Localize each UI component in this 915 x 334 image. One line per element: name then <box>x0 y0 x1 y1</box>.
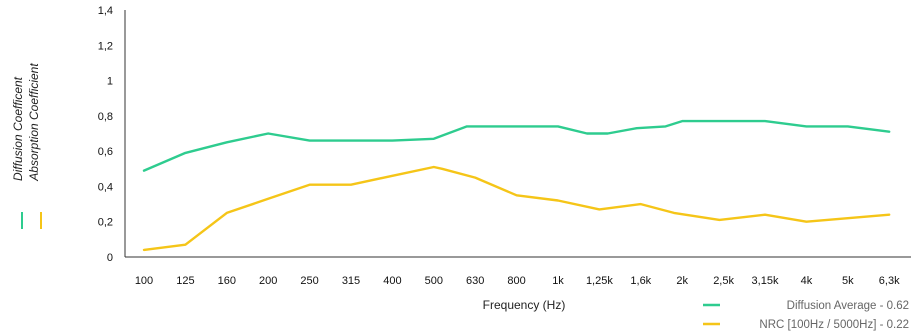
legend: Diffusion Average - 0.62 NRC [100Hz / 500… <box>703 300 909 331</box>
diffusion-average-line <box>142 119 891 172</box>
x-tick-label: 6,3k <box>879 275 900 287</box>
y-tick-label: 0,2 <box>98 217 113 229</box>
x-tick-label: 800 <box>507 275 525 287</box>
x-tick-label: 2,5k <box>713 275 734 287</box>
x-tick-label: 250 <box>300 275 318 287</box>
x-tick-label: 1,6k <box>630 275 651 287</box>
y-tick-label: 1,4 <box>98 5 113 17</box>
x-tick-label: 500 <box>425 275 443 287</box>
y-tick-label: 1,2 <box>98 40 113 52</box>
nrc-line <box>142 165 891 252</box>
x-tick-label: 200 <box>259 275 277 287</box>
plot-frame <box>124 10 911 258</box>
x-tick-label: 1k <box>552 275 564 287</box>
y-tick-label: 0,8 <box>98 111 113 123</box>
x-tick-label: 4k <box>801 275 813 287</box>
x-tick-label: 400 <box>383 275 401 287</box>
x-tick-label: 1,25k <box>586 275 613 287</box>
y-tick-label: 0 <box>107 252 113 264</box>
y-axis-ticks: 0 0,2 0,4 0,6 0,8 1 1,2 1,4 <box>98 5 113 264</box>
x-tick-label: 315 <box>342 275 360 287</box>
x-tick-label: 5k <box>842 275 854 287</box>
x-tick-label: 630 <box>466 275 484 287</box>
y-axis-series-swatches <box>21 212 42 229</box>
y-axis-label-diffusion: Diffusion Coefficent <box>11 76 25 181</box>
x-tick-label: 2k <box>676 275 688 287</box>
x-axis-title: Frequency (Hz) <box>483 298 566 312</box>
y-tick-label: 0,4 <box>98 181 113 193</box>
x-tick-label: 3,15k <box>752 275 779 287</box>
x-axis-ticks: 100 125 160 200 250 315 400 500 630 800 1k 1,25k 1,6… <box>135 275 900 287</box>
legend-label: NRC [100Hz / 5000Hz] - 0.22 <box>759 319 909 331</box>
series-lines <box>142 119 891 252</box>
y-axis-label-absorption: Absorption Coefficient <box>27 63 41 182</box>
x-tick-label: 160 <box>218 275 236 287</box>
legend-label: Diffusion Average - 0.62 <box>787 300 909 312</box>
x-tick-label: 100 <box>135 275 153 287</box>
x-tick-label: 125 <box>176 275 194 287</box>
y-tick-label: 1 <box>107 76 113 88</box>
y-tick-label: 0,6 <box>98 146 113 158</box>
y-axis-titles: Diffusion Coefficent Absorption Coeffici… <box>11 63 41 182</box>
